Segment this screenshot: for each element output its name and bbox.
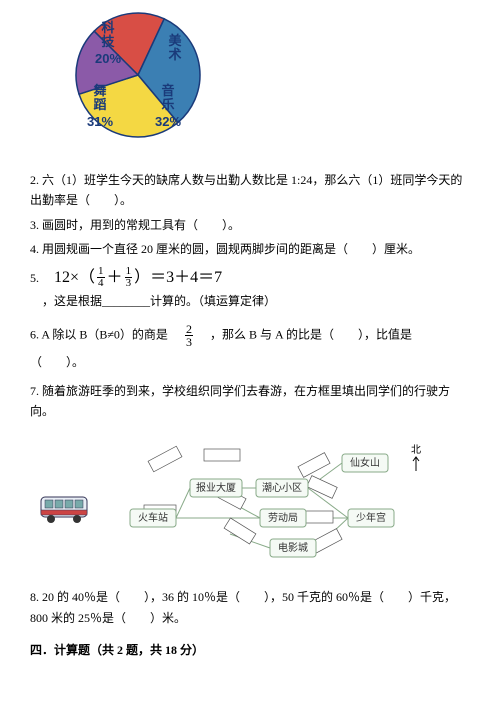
direction-box [148, 447, 182, 473]
question-7: 7. 随着旅游旺季的到来，学校组织同学们去春游，在方框里填出同学们的行驶方向。 [30, 381, 470, 422]
node-label-shaonian: 少年宫 [356, 511, 386, 524]
q6-frac: 23 [183, 323, 195, 348]
direction-box [204, 449, 240, 461]
q6-a: 6. A 除以 B（B≠0）的商是 [30, 327, 180, 341]
q5-formula: 12×（14＋13）＝3＋4＝7 [54, 269, 222, 286]
node-label-chaoxin: 潮心小区 [262, 481, 302, 494]
pie-chart: 美术音乐 32% 舞蹈 31% 科技 20% [30, 0, 470, 150]
question-2: 2. 六（1）班学生今天的缺席人数与出勤人数比是 1:24，那么六（1）班同学今… [30, 170, 470, 211]
q5-prefix: 5. [30, 271, 51, 285]
question-4: 4. 用圆规画一个直径 20 厘米的圆，圆规两脚步间的距离是（ ）厘米。 [30, 239, 470, 259]
node-label-dianying: 电影城 [278, 541, 308, 554]
direction-box [224, 518, 256, 544]
question-3: 3. 画圆时，用到的常规工具有（ ）。 [30, 215, 470, 235]
diagram-svg: 火车站 报业大厦 潮心小区劳动局电影城 仙女山少年宫 北 [70, 439, 430, 569]
node-label-huoche: 火车站 [138, 511, 168, 524]
pie-svg: 美术音乐 32% 舞蹈 31% 科技 20% [60, 0, 225, 150]
north-label: 北 [411, 444, 421, 456]
question-6c: （ ）。 [30, 352, 470, 372]
pie-pct-音乐: 32% [155, 114, 181, 129]
pie-label-科技: 科技 [101, 20, 115, 49]
q5-frac2-den: 3 [125, 278, 133, 289]
q5-frac1: 14 [95, 266, 107, 289]
direction-box [298, 453, 330, 478]
node-label-xiannv: 仙女山 [350, 456, 380, 469]
q6-b: ，那么 B 与 A 的比是（ ），比值是 [198, 327, 412, 341]
route-diagram: 火车站 报业大厦 潮心小区劳动局电影城 仙女山少年宫 北 [30, 439, 470, 569]
q5-formula-b: ）＝3＋4＝7 [134, 269, 222, 286]
direction-box [307, 476, 337, 499]
q6-frac-den: 3 [185, 336, 193, 348]
direction-box [303, 511, 333, 523]
pie-label-美术: 美术 [167, 33, 182, 62]
q5-frac1-den: 4 [97, 278, 105, 289]
north-arrow-icon [413, 457, 419, 471]
question-6: 6. A 除以 B（B≠0）的商是 23 ，那么 B 与 A 的比是（ ），比值… [30, 323, 470, 348]
question-5: 5. 12×（14＋13）＝3＋4＝7 ，这是根据________计算的。（填运… [30, 264, 470, 312]
pie-pct-科技: 20% [95, 51, 121, 66]
pie-pct-舞蹈: 31% [87, 114, 113, 129]
q5-suffix: ，这是根据________计算的。（填运算定律） [30, 294, 276, 308]
node-label-laodong: 劳动局 [268, 511, 298, 524]
pie-label-音乐: 音乐 [161, 83, 174, 112]
question-8: 8. 20 的 40％是（ ），36 的 10％是（ ），50 千克的 60％是… [30, 587, 470, 628]
diagram-link [176, 488, 190, 518]
node-label-baoye: 报业大厦 [196, 481, 236, 494]
section-4-title: 四．计算题（共 2 题，共 18 分） [30, 640, 470, 660]
pie-label-舞蹈: 舞蹈 [92, 83, 106, 112]
q5-plus: ＋ [107, 269, 123, 286]
q5-frac2: 13 [123, 266, 135, 289]
q5-formula-a: 12×（ [54, 269, 95, 286]
bus-icon [35, 489, 95, 531]
